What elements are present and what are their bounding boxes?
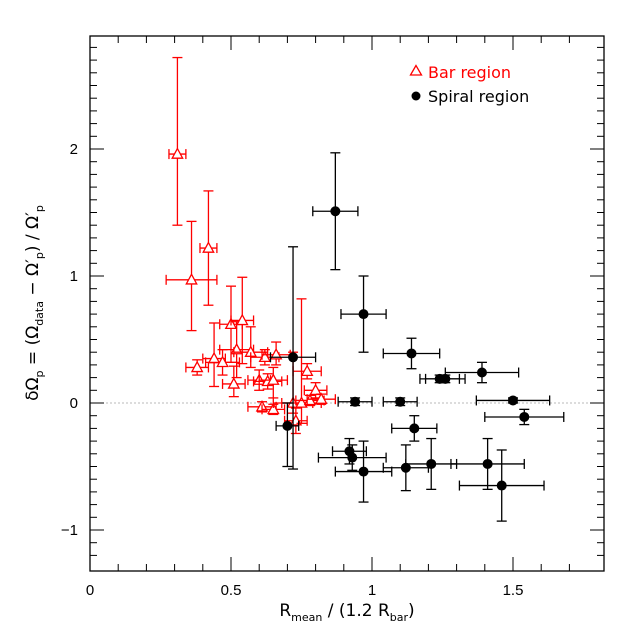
circle-marker xyxy=(482,458,493,469)
bar-region-series xyxy=(165,56,336,435)
spiral-region-point xyxy=(450,437,525,491)
y-axis-label: δΩp = (Ωdata − Ω′p) / Ω′p xyxy=(23,205,46,401)
circle-marker xyxy=(358,466,369,477)
y-tick-label: 0 xyxy=(70,395,78,412)
x-tick-label: 1 xyxy=(368,582,376,599)
spiral-region-point xyxy=(275,402,300,468)
spiral-region-series xyxy=(269,152,565,522)
circle-marker xyxy=(330,206,341,217)
circle-marker xyxy=(350,396,361,407)
triangle-marker xyxy=(190,360,204,373)
spiral-region-point xyxy=(382,337,441,370)
spiral-region-point xyxy=(458,449,545,522)
circle-marker xyxy=(288,352,299,363)
legend-triangle-marker xyxy=(409,64,423,76)
triangle-marker xyxy=(309,383,322,396)
triangle-marker xyxy=(258,350,272,363)
bar-region-point xyxy=(303,382,328,399)
legend-circle-marker xyxy=(411,91,421,101)
triangle-marker xyxy=(266,402,280,415)
spiral-region-point xyxy=(444,361,520,384)
spiral-region-point xyxy=(340,275,387,353)
spiral-region-point xyxy=(337,396,373,407)
legend-label-spiral-region: Spiral region xyxy=(428,87,529,106)
x-tick-label: 0.5 xyxy=(221,582,242,599)
circle-marker xyxy=(282,420,293,431)
bar-region-point xyxy=(292,362,322,380)
bar-region-point xyxy=(202,322,227,388)
y-tick-label: 2 xyxy=(70,141,78,158)
y-tick-label: 1 xyxy=(70,268,78,285)
y-tick-label: −1 xyxy=(61,522,78,539)
axis-ticks xyxy=(90,36,604,571)
spiral-region-point xyxy=(382,396,418,407)
circle-marker xyxy=(347,452,358,463)
bar-region-point xyxy=(261,402,286,416)
triangle-marker xyxy=(207,351,221,364)
circle-marker xyxy=(508,395,518,406)
circle-marker xyxy=(406,348,417,359)
x-tick-label: 1.5 xyxy=(503,582,524,599)
circle-marker xyxy=(440,373,451,384)
bar-region-point xyxy=(168,56,187,226)
bar-region-point xyxy=(230,276,255,365)
bar-region-point xyxy=(165,220,218,332)
bar-region-point xyxy=(185,359,210,376)
circle-marker xyxy=(358,309,369,320)
circle-marker xyxy=(426,458,437,469)
circle-marker xyxy=(395,396,406,407)
legend-label-bar-region: Bar region xyxy=(428,63,511,82)
circle-marker xyxy=(496,480,507,491)
x-tick-label: 0 xyxy=(86,582,94,599)
bar-region-point xyxy=(199,190,218,306)
triangle-marker xyxy=(171,147,184,159)
x-axis-label: Rmean / (1.2 Rbar) xyxy=(279,601,414,624)
bar-region-point xyxy=(306,392,336,405)
triangle-marker xyxy=(314,392,328,404)
spiral-region-point xyxy=(475,395,551,406)
spiral-region-point xyxy=(391,415,438,442)
triangle-marker xyxy=(185,272,198,285)
spiral-region-point xyxy=(484,408,565,426)
triangle-marker xyxy=(202,241,215,253)
circle-marker xyxy=(519,411,530,422)
triangle-marker xyxy=(269,347,283,360)
spiral-region-point xyxy=(312,152,359,271)
triangle-marker xyxy=(266,373,280,385)
spiral-region-point xyxy=(269,246,317,470)
circle-marker xyxy=(409,423,420,434)
spiral-region-point xyxy=(317,444,387,471)
spiral-region-point xyxy=(405,437,458,491)
triangle-marker xyxy=(227,377,241,389)
bar-region-point xyxy=(258,366,289,399)
tick-labels: 0 0.5 1 1.5 −1 0 1 2 xyxy=(61,141,524,599)
circle-marker xyxy=(476,367,487,378)
bar-region-point xyxy=(221,365,246,398)
plot-frame xyxy=(89,35,605,572)
legend: Bar region Spiral region xyxy=(409,63,529,106)
triangle-marker xyxy=(216,355,229,368)
triangle-marker xyxy=(300,364,314,377)
triangle-marker xyxy=(235,313,249,326)
